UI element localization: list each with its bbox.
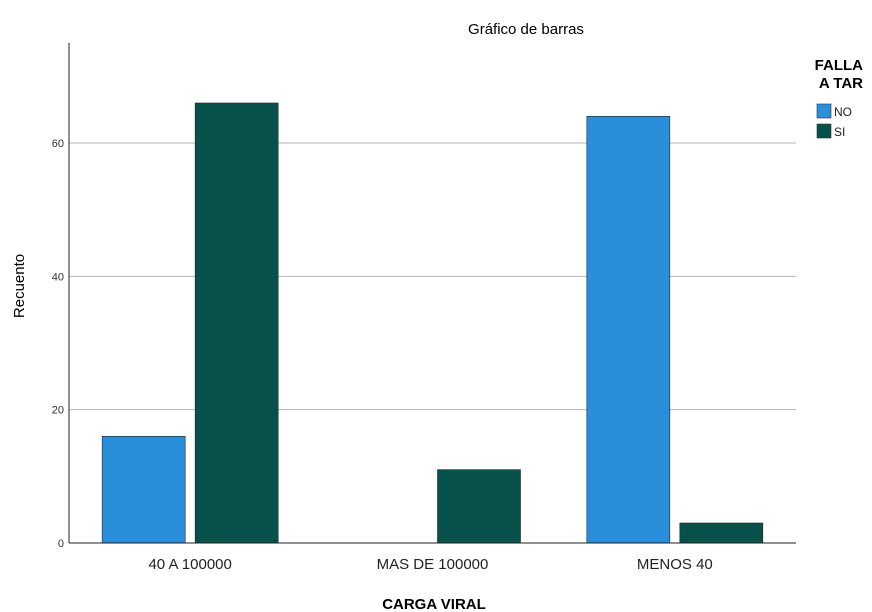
y-tick-label: 40 <box>52 271 64 283</box>
y-tick-label: 20 <box>52 405 64 417</box>
x-tick-label: MENOS 40 <box>637 556 713 573</box>
chart-title: Gráfico de barras <box>468 21 584 38</box>
legend-label-no: NO <box>834 105 852 119</box>
legend-swatch-si <box>816 123 832 139</box>
legend-swatch-no <box>816 103 832 119</box>
y-tick-label: 60 <box>52 138 64 150</box>
legend-title-line-1: FALLA <box>815 57 863 74</box>
x-axis-label: CARGA VIRAL <box>382 596 486 612</box>
x-category-labels: 40 A 100000 MAS DE 100000 MENOS 40 <box>148 556 712 573</box>
bar-si-2 <box>679 522 764 544</box>
legend-title-line-2: A TAR <box>819 75 863 92</box>
y-tick-label: 0 <box>58 538 64 550</box>
bar-si-0 <box>194 102 279 544</box>
x-tick-label: 40 A 100000 <box>148 556 231 573</box>
legend-label-si: SI <box>834 125 845 139</box>
bar-no-2 <box>586 116 671 544</box>
y-axis-label: Recuento <box>11 254 28 318</box>
x-tick-label: MAS DE 100000 <box>377 556 489 573</box>
bar-si-1 <box>437 469 521 544</box>
y-tick-labels: 0 20 40 60 <box>52 138 64 550</box>
bar-no-0 <box>101 436 186 544</box>
bars <box>101 102 764 544</box>
legend: FALLA A TAR NO SI <box>815 57 863 139</box>
gridlines <box>69 142 796 411</box>
